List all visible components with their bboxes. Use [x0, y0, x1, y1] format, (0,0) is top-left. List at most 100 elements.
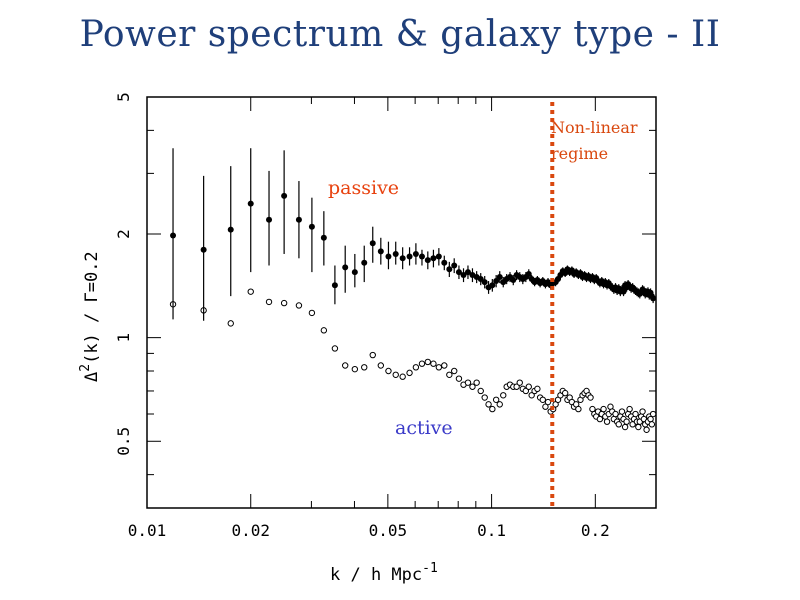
y-tick-label: 2	[114, 229, 133, 239]
active-point	[351, 365, 359, 373]
active-point	[435, 364, 443, 371]
passive-point	[460, 272, 467, 279]
passive-point	[227, 226, 234, 233]
passive-point	[435, 253, 442, 260]
active-point	[280, 299, 288, 307]
active-point	[295, 302, 303, 309]
active-point	[513, 383, 520, 390]
active-label: active	[395, 417, 453, 439]
active-point	[615, 421, 622, 428]
active-point	[621, 423, 629, 431]
active-point	[647, 415, 654, 423]
passive-point	[418, 253, 425, 260]
active-point	[516, 379, 523, 386]
x-tick-label: 0.1	[477, 521, 506, 540]
active-point	[544, 398, 552, 406]
active-point	[539, 396, 546, 403]
passive-point	[331, 282, 338, 289]
active-point	[473, 379, 480, 386]
passive-label: passive	[328, 177, 399, 199]
x-axis-label: k / h Mpc	[330, 565, 422, 585]
active-point	[441, 362, 448, 369]
y-ticks: 0.5 1 2 5	[114, 92, 656, 476]
y-tick-label: 0.5	[114, 427, 133, 456]
passive-point	[385, 253, 392, 260]
slide-title: Power spectrum & galaxy type - II	[79, 14, 721, 55]
active-point	[528, 392, 535, 399]
passive-series	[170, 148, 657, 321]
active-point	[632, 410, 639, 418]
active-point	[623, 418, 630, 425]
y-tick-label: 5	[114, 92, 133, 102]
passive-point	[281, 192, 288, 199]
plot-frame	[146, 96, 657, 509]
passive-point	[351, 269, 358, 276]
active-point	[496, 401, 503, 408]
non-linear-label: Non-linear	[551, 118, 638, 137]
active-point	[481, 394, 488, 401]
y-axis-label: (k) / Γ=0.2	[82, 251, 102, 364]
active-point	[639, 408, 646, 415]
active-point	[430, 360, 437, 367]
active-point	[534, 385, 541, 393]
passive-point	[399, 255, 406, 262]
active-point	[227, 320, 234, 327]
active-point	[446, 371, 453, 378]
passive-point	[412, 250, 419, 257]
active-point	[377, 362, 385, 369]
active-point	[424, 358, 432, 366]
active-point	[618, 408, 626, 415]
active-point	[477, 387, 484, 395]
x-tick-label: 0.01	[128, 521, 167, 540]
x-ticks: 0.01 0.02 0.05 0.1 0.2	[128, 97, 610, 540]
active-point	[320, 327, 328, 334]
active-point	[649, 410, 657, 418]
passive-point	[510, 277, 517, 284]
active-point	[392, 371, 399, 378]
active-point	[635, 423, 642, 431]
x-tick-label: 0.05	[369, 521, 408, 540]
passive-point	[295, 216, 302, 223]
active-point	[561, 389, 569, 397]
y-axis-title: Δ2(k) / Γ=0.2	[78, 251, 102, 382]
active-point	[626, 405, 633, 413]
passive-point	[406, 253, 413, 260]
passive-point	[464, 269, 471, 276]
active-point	[451, 367, 458, 375]
passive-point	[361, 259, 368, 266]
active-point	[587, 394, 594, 401]
active-point	[603, 418, 611, 425]
passive-point	[342, 264, 349, 271]
passive-point	[525, 271, 532, 278]
active-point	[331, 345, 339, 352]
y-tick-label: 1	[114, 333, 133, 343]
active-point	[492, 396, 500, 403]
active-point	[500, 392, 507, 399]
passive-point	[308, 223, 315, 230]
active-point	[342, 362, 349, 369]
active-point	[385, 367, 392, 375]
regime-label: regime	[551, 144, 608, 163]
passive-point	[481, 279, 488, 286]
active-point	[361, 364, 368, 371]
passive-point	[320, 234, 327, 241]
active-point	[369, 351, 376, 359]
passive-point	[430, 255, 437, 262]
y-axis-delta: Δ	[82, 372, 102, 382]
passive-point	[620, 288, 627, 295]
active-point	[522, 387, 530, 395]
active-point	[542, 403, 549, 410]
active-point	[600, 405, 607, 413]
x-axis-exponent: -1	[422, 561, 438, 576]
active-point	[399, 373, 406, 380]
passive-point	[369, 240, 376, 247]
x-axis-title: k / h Mpc-1	[330, 561, 438, 585]
active-point	[464, 379, 472, 386]
active-point	[455, 375, 463, 382]
active-point	[308, 309, 316, 317]
active-point	[265, 298, 273, 306]
active-point	[418, 360, 426, 367]
active-point	[489, 405, 496, 413]
passive-point	[247, 200, 254, 207]
